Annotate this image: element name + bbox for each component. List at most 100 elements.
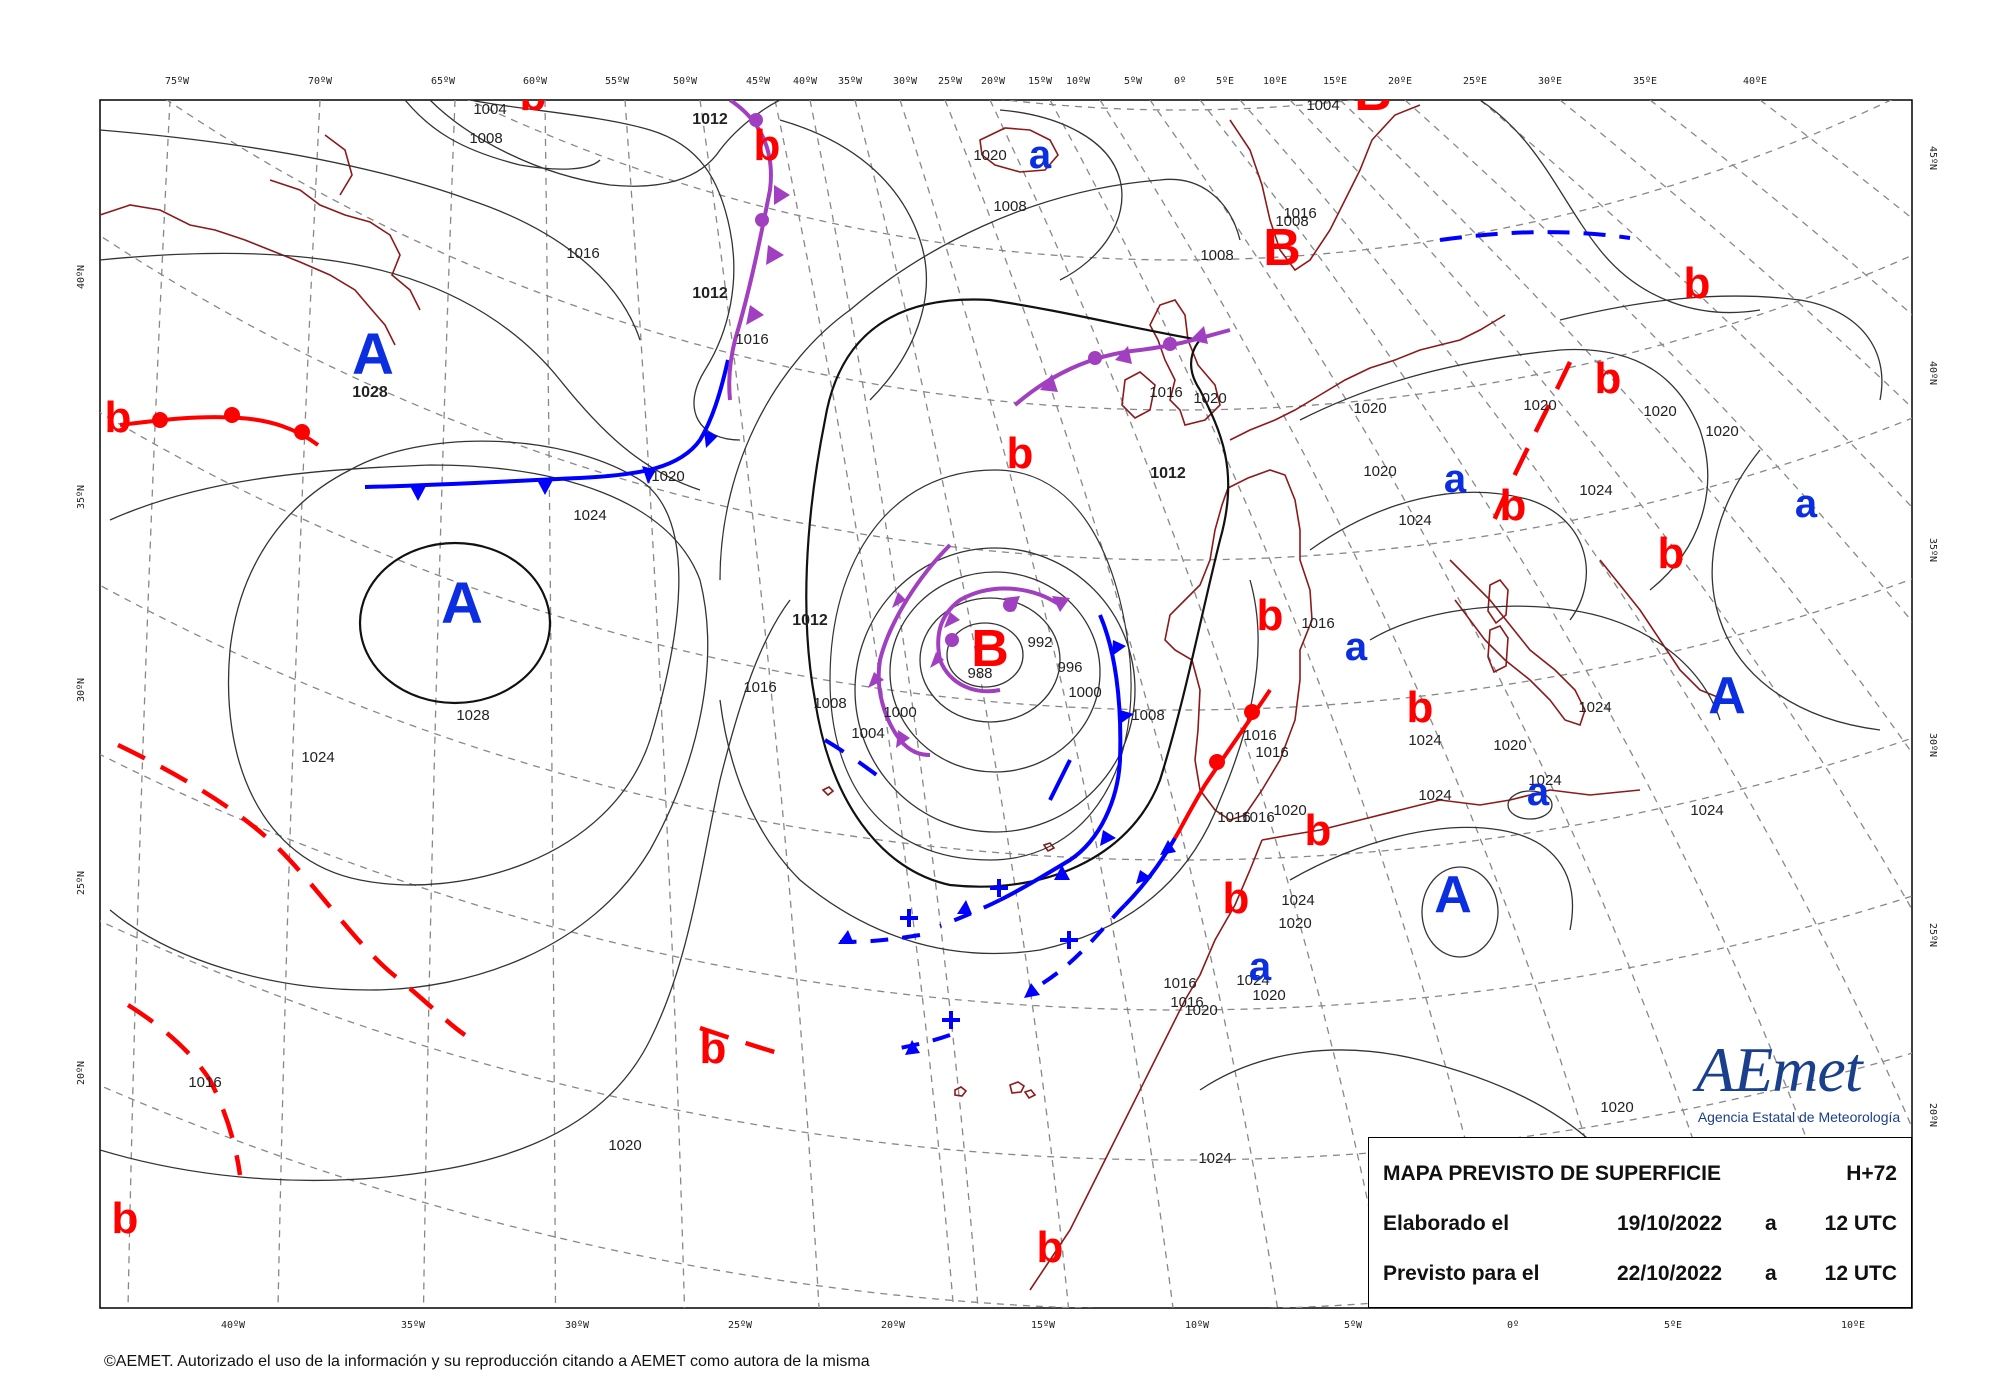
info-title: MAPA PREVISTO DE SUPERFICIE (1383, 1162, 1721, 1185)
top-longitude-tick: 50ºW (673, 76, 698, 87)
isobar-label: 1024 (1690, 802, 1723, 819)
info-valid-at: a (1765, 1262, 1777, 1285)
info-valid-time: 12 UTC (1824, 1262, 1897, 1285)
isobar-label: 992 (1027, 634, 1052, 651)
bottom-longitude-tick: 5ºW (1344, 1320, 1363, 1331)
isobar-label: 1012 (1150, 465, 1186, 482)
isobar-label: 1016 (1170, 994, 1203, 1011)
info-made-at: a (1765, 1212, 1777, 1235)
top-longitude-tick: 65ºW (431, 76, 456, 87)
isobar-label: 1012 (792, 612, 828, 629)
isobar-label: 1012 (692, 285, 728, 302)
low-pressure-center: b (1257, 591, 1284, 640)
low-pressure-center: b (1407, 683, 1434, 732)
isobar-label: 1016 (1283, 205, 1316, 222)
top-longitude-tick: 40ºE (1743, 76, 1767, 87)
bottom-longitude-tick: 0º (1507, 1320, 1519, 1331)
forecast-info-box: MAPA PREVISTO DE SUPERFICIE H+72 Elabora… (1368, 1137, 1912, 1308)
isobar-label: 1024 (1198, 1150, 1231, 1167)
top-longitude-tick: 30ºE (1538, 76, 1562, 87)
isobar-label: 1024 (1579, 482, 1612, 499)
top-longitude-tick: 75ºW (165, 76, 190, 87)
isobar-label: 1004 (1306, 97, 1339, 114)
bottom-longitude-tick: 35ºW (401, 1320, 426, 1331)
bottom-longitude-tick: 5ºE (1664, 1320, 1682, 1331)
left-latitude-tick: 30ºN (76, 678, 87, 702)
top-longitude-tick: 0º (1174, 76, 1186, 87)
bottom-longitude-tick: 20ºW (881, 1320, 906, 1331)
info-made-label: Elaborado el (1383, 1212, 1510, 1235)
isobar-label: 1016 (1217, 809, 1250, 826)
top-longitude-tick: 5ºW (1124, 76, 1143, 87)
isobar-label: 1024 (1408, 732, 1441, 749)
isobar-label: 1016 (1241, 809, 1274, 826)
isobar-label: 1028 (352, 384, 388, 401)
info-horizon: H+72 (1846, 1162, 1897, 1185)
low-pressure-center: b (1037, 1223, 1064, 1272)
isobar-label: 1024 (1236, 972, 1269, 989)
isobar-label: 1016 (1255, 744, 1288, 761)
bottom-longitude-tick: 15ºW (1031, 1320, 1056, 1331)
isobar-label: 1024 (573, 507, 606, 524)
left-latitude-tick: 25ºN (76, 871, 87, 895)
cold-front-low (999, 614, 1123, 902)
right-latitude-tick: 45ºN (1927, 146, 1938, 170)
isobar-label: 1000 (883, 704, 916, 721)
isobar-label: 1020 (973, 147, 1006, 164)
right-latitude-tick: 25ºN (1927, 923, 1938, 947)
bottom-longitude-ticks: 40ºW 35ºW 30ºW 25ºW 20ºW 15ºW 10ºW 5ºW 0º 5ºE 10ºE (221, 1320, 1865, 1331)
isobar-label: 1008 (993, 198, 1026, 215)
low-pressure-center: B (971, 620, 1009, 678)
low-pressure-center: b (1595, 354, 1622, 403)
aemet-logo-word: AEmet (1696, 1034, 1863, 1105)
high-pressure-center: A (1434, 866, 1472, 924)
isobar-label: 1020 (1252, 987, 1285, 1004)
right-latitude-tick: 40ºN (1927, 361, 1938, 385)
left-latitude-tick: 20ºN (76, 1061, 87, 1085)
top-longitude-tick: 40ºW (793, 76, 818, 87)
isobar-label: 1020 (1705, 423, 1738, 440)
low-pressure-center: b (1658, 529, 1685, 578)
occluded-front-low (936, 586, 1062, 694)
low-pressure-center: b (105, 393, 132, 442)
bottom-longitude-tick: 25ºW (728, 1320, 753, 1331)
isobar-label: 1000 (1068, 684, 1101, 701)
info-valid-date: 22/10/2022 (1617, 1262, 1723, 1285)
high-pressure-center: a (1029, 133, 1052, 177)
isobar-label: 1008 (1275, 213, 1308, 230)
isobar-label: 1024 (1281, 892, 1314, 909)
fronts (117, 100, 1631, 1176)
isobar-label: 1020 (1363, 463, 1396, 480)
isobar-label: 1024 (1528, 772, 1561, 789)
high-pressure-center: a (1444, 457, 1467, 501)
top-longitude-tick: 25ºW (938, 76, 963, 87)
isobar-label: 1016 (735, 331, 768, 348)
info-made-time: 12 UTC (1824, 1212, 1897, 1235)
top-longitude-tick: 45ºW (746, 76, 771, 87)
isobar-label: 1020 (1193, 390, 1226, 407)
low-pressure-center: b (1305, 806, 1332, 855)
copyright-notice: ©AEMET. Autorizado el uso de la informac… (104, 1353, 870, 1370)
bottom-longitude-tick: 40ºW (221, 1320, 246, 1331)
isobar-label: 1020 (1600, 1099, 1633, 1116)
top-longitude-tick: 15ºW (1028, 76, 1053, 87)
top-longitude-tick: 35ºE (1633, 76, 1657, 87)
high-pressure-center: A (1708, 667, 1746, 725)
isobar-label: 1016 (743, 679, 776, 696)
isobar-label: 1024 (1398, 512, 1431, 529)
top-longitude-tick: 30ºW (893, 76, 918, 87)
isobar-label: 1008 (469, 130, 502, 147)
top-longitude-ticks: 75ºW 70ºW 65ºW 60ºW 55ºW 50ºW 45ºW 40ºW 35ºW 30ºW… (165, 76, 1767, 87)
isobar-label: 1016 (1149, 384, 1182, 401)
isobar-label: 1020 (1643, 403, 1676, 420)
isobar-label: 1020 (1353, 400, 1386, 417)
pressure-centers: A A A Aa a a a a a B B Bb b b b b b b b b b b b b b b (105, 100, 1818, 1272)
low-pressure-center: B (1263, 219, 1301, 277)
low-pressure-center: b (112, 1194, 139, 1243)
isobar-label: 1020 (1493, 737, 1526, 754)
isobar-label: 1016 (566, 245, 599, 262)
isobar-label: 1016 (1163, 975, 1196, 992)
top-longitude-tick: 70ºW (308, 76, 333, 87)
cold-front-atlantic (364, 359, 730, 489)
isobar-label: 1020 (608, 1137, 641, 1154)
